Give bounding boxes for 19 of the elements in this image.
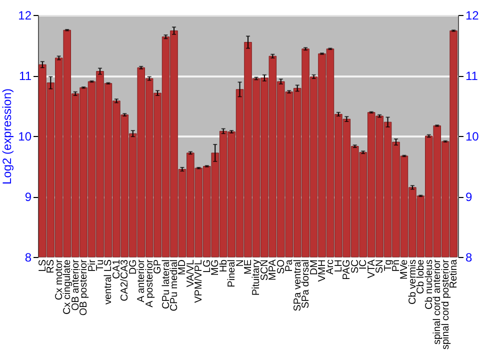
y2-tick-label: 10 <box>466 130 480 144</box>
x-tick-label: Pituitary <box>251 260 262 296</box>
x-tick-label: A posterior <box>144 258 156 308</box>
x-tick-label: Tg <box>382 260 394 272</box>
y2-tick-label: 11 <box>466 69 478 83</box>
y2-tick-label: 9 <box>466 190 472 204</box>
x-tick-label: spinal cord posterior <box>440 258 452 350</box>
y-tick-label: 12 <box>18 8 32 22</box>
y-tick-label: 11 <box>19 69 32 83</box>
x-tick-label: OB posterior <box>78 258 90 316</box>
x-tick-label: RS <box>46 259 57 274</box>
y-tick-label: 9 <box>24 190 32 204</box>
y-axis-title: Log2 (expression) <box>0 88 14 185</box>
y-tick-label: 8 <box>24 250 32 264</box>
x-tick-label: Retina <box>448 259 460 288</box>
x-tick-label: ME <box>243 259 254 274</box>
y2-tick-label: 12 <box>466 8 480 22</box>
y2-tick-label: 8 <box>466 250 472 264</box>
y-tick-label: 10 <box>18 130 32 144</box>
